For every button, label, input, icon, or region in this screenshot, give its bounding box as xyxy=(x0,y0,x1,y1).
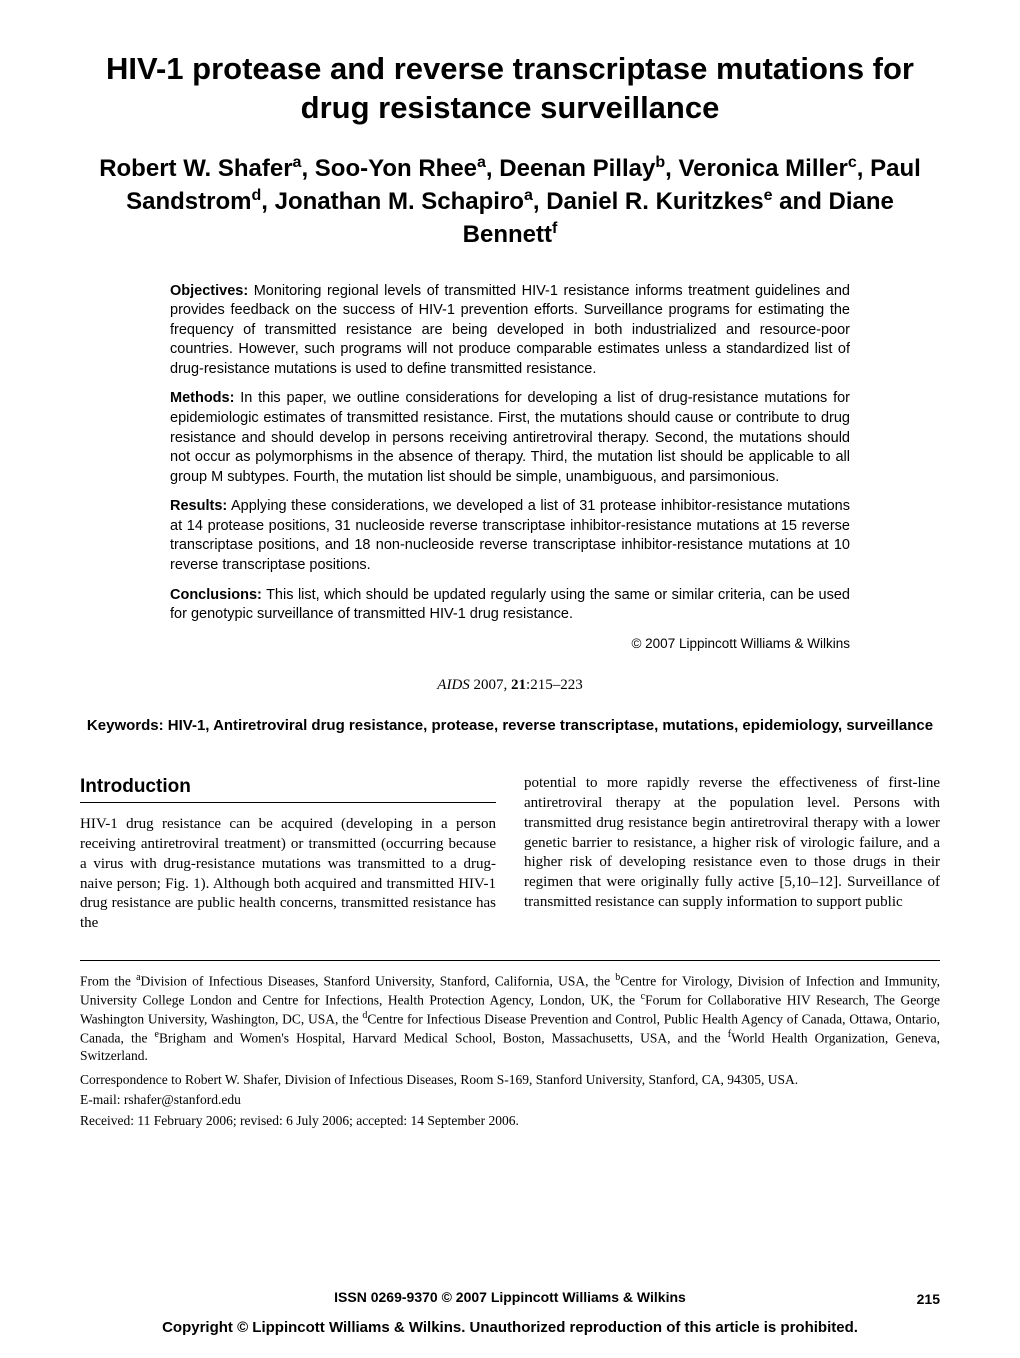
conclusions-text: This list, which should be updated regul… xyxy=(170,587,850,623)
body-columns: Introduction HIV-1 drug resistance can b… xyxy=(80,774,940,934)
keywords: Keywords: HIV-1, Antiretroviral drug res… xyxy=(80,716,940,736)
journal-volume: 21 xyxy=(511,677,526,693)
results-label: Results: xyxy=(170,498,227,514)
abstract-results: Results: Applying these considerations, … xyxy=(170,497,850,575)
affiliations: From the aDivision of Infectious Disease… xyxy=(80,971,940,1065)
abstract-block: Objectives: Monitoring regional levels o… xyxy=(170,282,850,653)
abstract-conclusions: Conclusions: This list, which should be … xyxy=(170,586,850,625)
footnote-divider xyxy=(80,960,940,961)
abstract-methods: Methods: In this paper, we outline consi… xyxy=(170,389,850,487)
page-number: 215 xyxy=(917,1291,940,1307)
correspondence: Correspondence to Robert W. Shafer, Divi… xyxy=(80,1071,940,1089)
author-list: Robert W. Shafera, Soo-Yon Rheea, Deenan… xyxy=(80,152,940,252)
objectives-label: Objectives: xyxy=(170,283,248,299)
abstract-copyright: © 2007 Lippincott Williams & Wilkins xyxy=(170,635,850,653)
objectives-text: Monitoring regional levels of transmitte… xyxy=(170,283,850,377)
left-column: Introduction HIV-1 drug resistance can b… xyxy=(80,774,496,934)
methods-text: In this paper, we outline considerations… xyxy=(170,390,850,484)
conclusions-label: Conclusions: xyxy=(170,587,262,603)
copyright-line: Copyright © Lippincott Williams & Wilkin… xyxy=(0,1319,1020,1336)
journal-pages: :215–223 xyxy=(526,677,583,693)
abstract-objectives: Objectives: Monitoring regional levels o… xyxy=(170,282,850,380)
article-title: HIV-1 protease and reverse transcriptase… xyxy=(80,50,940,128)
intro-right-text: potential to more rapidly reverse the ef… xyxy=(524,774,940,913)
intro-left-text: HIV-1 drug resistance can be acquired (d… xyxy=(80,815,496,934)
journal-citation: AIDS 2007, 21:215–223 xyxy=(80,677,940,694)
right-column: potential to more rapidly reverse the ef… xyxy=(524,774,940,934)
issn-line: ISSN 0269-9370 © 2007 Lippincott William… xyxy=(334,1289,686,1305)
journal-name: AIDS xyxy=(437,677,470,693)
page-footer: ISSN 0269-9370 © 2007 Lippincott William… xyxy=(0,1289,1020,1336)
results-text: Applying these considerations, we develo… xyxy=(170,498,850,573)
journal-year: 2007 xyxy=(474,677,504,693)
email: E-mail: rshafer@stanford.edu xyxy=(80,1091,940,1109)
methods-label: Methods: xyxy=(170,390,234,406)
received-dates: Received: 11 February 2006; revised: 6 J… xyxy=(80,1112,940,1130)
introduction-heading: Introduction xyxy=(80,774,496,803)
